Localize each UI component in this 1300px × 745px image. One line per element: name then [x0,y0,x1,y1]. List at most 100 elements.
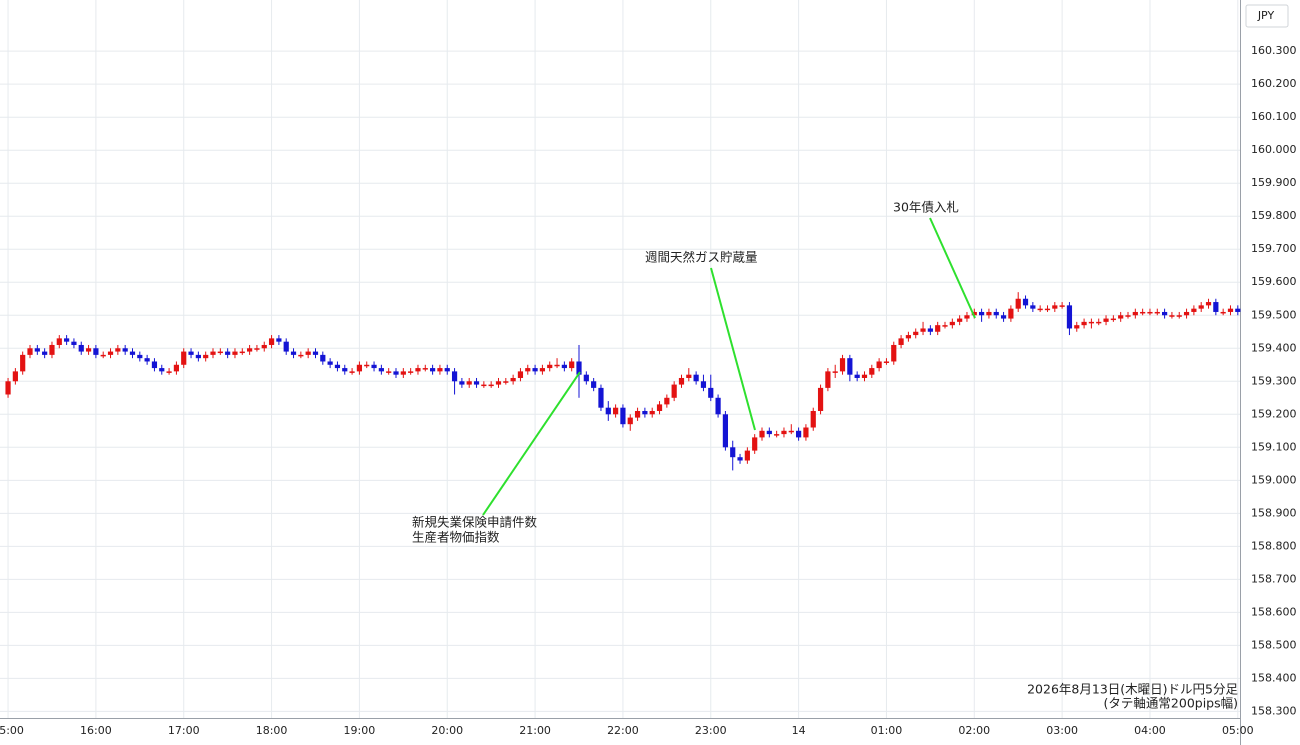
candle-body [1059,305,1065,307]
candle-body [1037,308,1043,311]
candle-body [459,381,465,385]
candle-body [693,374,699,382]
candle-body [122,348,128,352]
candle-body [1227,308,1234,312]
candle-body [5,381,11,395]
candle-body [71,341,77,345]
candle-body [1176,315,1182,317]
candle-body [115,348,121,352]
candle-body [430,368,436,372]
x-tick-label: 02:00 [958,724,990,737]
x-tick-label: 22:00 [607,724,639,737]
candle-body [759,430,765,438]
candle-body [957,318,963,322]
candle-body [334,364,341,369]
candle-body [569,361,575,369]
candle-body [810,410,816,428]
y-tick-label: 158.300 [1251,704,1297,717]
candle-body [42,351,48,355]
x-tick-label: 20:00 [431,724,463,737]
candle-body [188,351,194,355]
candle-body [854,374,860,378]
candle-body [1110,318,1116,321]
candle-body [1162,311,1168,316]
y-tick-label: 159.400 [1251,341,1297,354]
candle-body [34,348,40,352]
y-tick-label: 158.800 [1251,539,1297,552]
candle-body [766,430,772,435]
candle-body [49,344,55,355]
y-tick-label: 158.600 [1251,605,1297,618]
y-tick-label: 158.700 [1251,572,1297,585]
candle-body [364,364,370,367]
candle-body [891,344,897,362]
candle-body [613,407,619,415]
candle-body [627,417,633,425]
candle-body [671,384,677,398]
y-tick-label: 160.100 [1251,110,1297,123]
candle-body [847,358,853,375]
candle-body [320,354,326,362]
candle-body [1096,321,1102,324]
candle-body [927,328,933,332]
candle-body [539,368,546,372]
candle-body [532,368,538,372]
candle-body [437,368,443,372]
x-tick-label: 03:00 [1046,724,1078,737]
candle-body [290,351,297,355]
candle-body [261,344,267,349]
candle-body [20,354,26,372]
candle-body [151,361,158,369]
candle-body [649,410,655,415]
candle-body [356,364,363,372]
candle-body [752,437,758,451]
candle-body [1132,311,1138,316]
candle-body [620,407,626,425]
candle-body [796,430,802,438]
candle-body [1074,325,1080,329]
candle-body [1044,308,1051,311]
candle-body [312,351,319,355]
candle-body [503,381,509,383]
candle-body [56,338,62,345]
candle-body [159,368,165,372]
candle-body [583,374,589,382]
footer-text: (タテ軸通常200pips幅) [1104,696,1238,711]
candle-body [554,364,560,367]
candle-body [876,361,882,369]
candle-body [744,450,750,461]
y-tick-label: 159.700 [1251,242,1297,255]
candle-body [137,354,143,359]
candle-body [444,368,450,372]
y-tick-label: 159.800 [1251,209,1297,222]
candle-body [935,325,941,332]
annotation-leader [710,267,756,431]
candle-body [971,311,977,316]
x-tick-label: 19:00 [344,724,376,737]
candle-body [642,410,648,415]
candle-body [173,364,180,372]
candle-body [298,354,304,357]
candle-body [1169,315,1175,317]
candle-body [408,371,414,373]
candle-body [1103,318,1109,322]
candle-body [1052,305,1058,309]
x-tick-label: 23:00 [695,724,727,737]
candle-body [825,371,831,388]
candle-body [495,381,502,385]
candle-body [12,371,18,382]
candle-body [64,338,70,342]
candle-body [386,371,392,373]
candle-body [349,371,355,373]
candle-body [1008,308,1014,319]
candle-body [488,384,494,387]
candle-body [1205,302,1212,306]
candle-body [986,311,992,316]
candle-body [979,311,985,316]
candle-body [1198,305,1204,309]
y-tick-label: 160.200 [1251,77,1297,90]
x-tick-label: 21:00 [519,724,551,737]
candle-body [525,368,531,372]
annotation-text: 生産者物価指数 [412,530,500,545]
